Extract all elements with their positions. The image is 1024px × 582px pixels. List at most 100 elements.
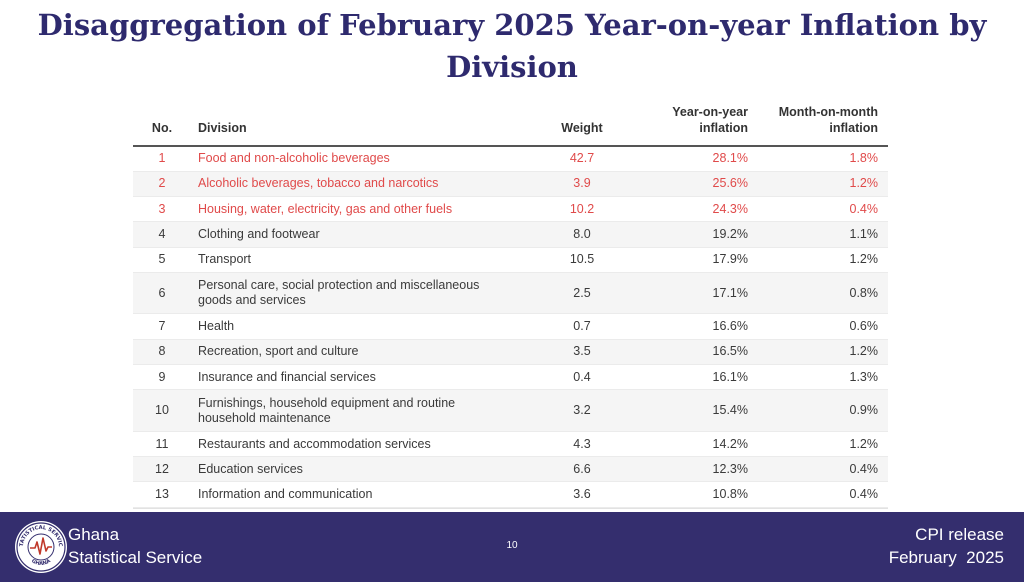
cell-mom-inflation: 1.8% — [770, 146, 888, 172]
table-row: 7 Health 0.7 16.6% 0.6% — [133, 313, 888, 340]
cell-no: 10 — [133, 389, 191, 432]
table-header-row: No. Division Weight Year-on-year inflatio… — [133, 100, 888, 147]
cell-weight: 0.4 — [521, 364, 643, 391]
cell-division: Food and non-alcoholic beverages — [191, 146, 521, 172]
cell-mom-inflation: 1.1% — [770, 221, 888, 248]
cell-weight: 3.9 — [521, 171, 643, 198]
table-row: 9 Insurance and financial services 0.4 16.1… — [133, 364, 888, 391]
cell-no: 2 — [133, 171, 191, 198]
cell-weight: 3.5 — [521, 339, 643, 366]
table-row: 6 Personal care, social protection and mi… — [133, 272, 888, 315]
cell-weight: 6.6 — [521, 456, 643, 483]
cell-division: Education services — [191, 456, 521, 483]
release-line1: CPI release — [915, 525, 1004, 544]
header-mom-line1: Month-on-month — [778, 105, 878, 119]
table-row: 10 Furnishings, household equipment and r… — [133, 389, 888, 432]
org-name-line2: Statistical Service — [68, 548, 203, 567]
cell-yoy-inflation: 17.1% — [643, 272, 770, 315]
cell-division: Housing, water, electricity, gas and oth… — [191, 196, 521, 223]
cell-division: Restaurants and accommodation services — [191, 431, 521, 458]
table-row: 1 Food and non-alcoholic beverages 42.7 28.… — [133, 146, 888, 172]
header-mom: Month-on-month inflation — [770, 100, 888, 147]
cell-mom-inflation: 1.2% — [770, 431, 888, 458]
cell-mom-inflation: 0.6% — [770, 313, 888, 340]
cell-no: 9 — [133, 364, 191, 391]
cell-yoy-inflation: 17.9% — [643, 247, 770, 273]
inflation-table: No. Division Weight Year-on-year inflatio… — [133, 100, 888, 509]
cell-yoy-inflation: 28.1% — [643, 146, 770, 172]
organisation-name: Ghana Statistical Service — [68, 523, 202, 569]
cell-weight: 0.7 — [521, 313, 643, 340]
cell-no: 5 — [133, 247, 191, 273]
header-division: Division — [191, 100, 521, 147]
header-weight: Weight — [521, 100, 643, 147]
cell-weight: 4.3 — [521, 431, 643, 458]
header-yoy-line2: inflation — [699, 121, 748, 135]
table-row: 4 Clothing and footwear 8.0 19.2% 1.1% — [133, 221, 888, 248]
cell-division: Alcoholic beverages, tobacco and narcoti… — [191, 171, 521, 198]
cell-yoy-inflation: 16.5% — [643, 339, 770, 366]
cell-yoy-inflation: 24.3% — [643, 196, 770, 223]
table-row: 3 Housing, water, electricity, gas and ot… — [133, 196, 888, 223]
cell-division: Recreation, sport and culture — [191, 339, 521, 366]
slide-title: Disaggregation of February 2025 Year-on-… — [37, 8, 987, 84]
header-yoy-line1: Year-on-year — [672, 105, 748, 119]
table-row: 13 Information and communication 3.6 10.8% 0… — [133, 481, 888, 508]
header-mom-line2: inflation — [829, 121, 878, 135]
page-number: 10 — [506, 540, 518, 551]
table-row: 11 Restaurants and accommodation services… — [133, 431, 888, 458]
cell-weight: 3.2 — [521, 389, 643, 432]
cell-no: 7 — [133, 313, 191, 340]
table-row: 5 Transport 10.5 17.9% 1.2% — [133, 247, 888, 273]
cell-yoy-inflation: 10.8% — [643, 481, 770, 508]
cell-yoy-inflation: 16.1% — [643, 364, 770, 391]
cell-mom-inflation: 1.2% — [770, 339, 888, 366]
table-row: 8 Recreation, sport and culture 3.5 16.5% 1.… — [133, 339, 888, 366]
cell-yoy-inflation: 19.2% — [643, 221, 770, 248]
cell-no: 8 — [133, 339, 191, 366]
cell-division: Furnishings, household equipment and rou… — [191, 389, 521, 432]
cell-division: Insurance and financial services — [191, 364, 521, 391]
cell-mom-inflation: 0.9% — [770, 389, 888, 432]
cell-yoy-inflation: 25.6% — [643, 171, 770, 198]
cell-division: Health — [191, 313, 521, 340]
cell-no: 12 — [133, 456, 191, 483]
table-body: 1 Food and non-alcoholic beverages 42.7 28.… — [133, 146, 888, 508]
release-info: CPI release February 2025 — [889, 523, 1004, 569]
cell-mom-inflation: 0.4% — [770, 196, 888, 223]
cell-weight: 10.2 — [521, 196, 643, 223]
cell-no: 3 — [133, 196, 191, 223]
org-name-line1: Ghana — [68, 525, 120, 544]
cell-no: 6 — [133, 272, 191, 315]
cell-mom-inflation: 1.2% — [770, 247, 888, 273]
cell-division: Clothing and footwear — [191, 221, 521, 248]
table-row: 2 Alcoholic beverages, tobacco and narcot… — [133, 171, 888, 198]
cell-no: 13 — [133, 481, 191, 508]
cell-mom-inflation: 0.4% — [770, 481, 888, 508]
cell-division: Transport — [191, 247, 521, 273]
header-yoy: Year-on-year inflation — [643, 100, 770, 147]
cell-mom-inflation: 1.2% — [770, 171, 888, 198]
cell-no: 1 — [133, 146, 191, 172]
cell-yoy-inflation: 16.6% — [643, 313, 770, 340]
cell-weight: 3.6 — [521, 481, 643, 508]
cell-no: 4 — [133, 221, 191, 248]
cell-division: Information and communication — [191, 481, 521, 508]
cell-weight: 2.5 — [521, 272, 643, 315]
svg-text:GHANA: GHANA — [30, 558, 52, 567]
footer-bar: STATISTICAL SERVICE GHANA Ghana Statisti… — [0, 512, 1024, 582]
cell-division: Personal care, social protection and mis… — [191, 272, 521, 315]
cell-mom-inflation: 0.8% — [770, 272, 888, 315]
cell-yoy-inflation: 15.4% — [643, 389, 770, 432]
cell-yoy-inflation: 12.3% — [643, 456, 770, 483]
cell-yoy-inflation: 14.2% — [643, 431, 770, 458]
cell-no: 11 — [133, 431, 191, 458]
cell-weight: 42.7 — [521, 146, 643, 172]
header-no: No. — [133, 100, 191, 147]
table-row: 12 Education services 6.6 12.3% 0.4% — [133, 456, 888, 483]
cell-mom-inflation: 1.3% — [770, 364, 888, 391]
release-line2: February 2025 — [888, 548, 1004, 567]
cell-mom-inflation: 0.4% — [770, 456, 888, 483]
ghana-statistical-service-logo-icon: STATISTICAL SERVICE GHANA — [14, 520, 67, 573]
cell-weight: 10.5 — [521, 247, 643, 273]
